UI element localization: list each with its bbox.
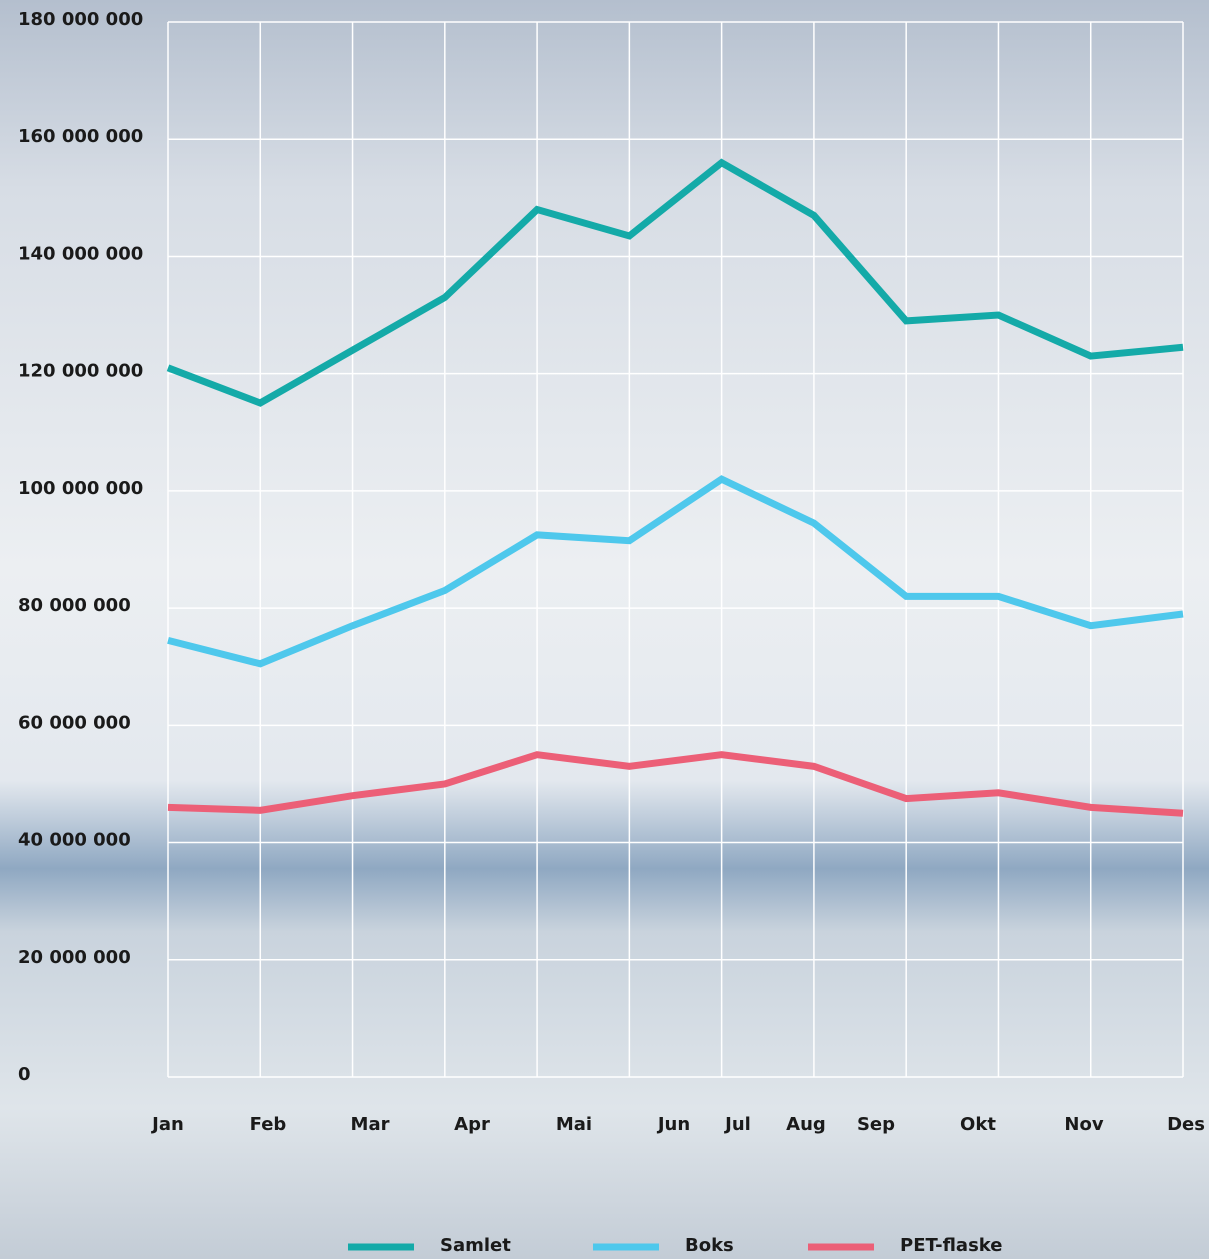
x-tick-label: Okt (960, 1114, 996, 1135)
y-tick-label: 60 000 000 (18, 712, 131, 733)
y-tick-label: 120 000 000 (18, 361, 143, 382)
series-line (168, 479, 1183, 664)
x-tick-label: Jul (723, 1114, 751, 1135)
x-tick-label: Sep (857, 1114, 895, 1135)
x-tick-label: Aug (786, 1114, 826, 1135)
y-tick-label: 160 000 000 (18, 126, 143, 147)
legend-label: Samlet (440, 1235, 511, 1256)
x-tick-label: Jun (656, 1114, 690, 1135)
chart: Jan Feb Mar Apr Mai Jun Jul Aug Sep Okt Nov Des 0 20 … (0, 0, 1209, 1259)
y-tick-label: 0 (18, 1064, 31, 1085)
x-tick-label: Jan (150, 1114, 184, 1135)
legend-label: PET-flaske (900, 1235, 1003, 1256)
series-line (168, 163, 1183, 403)
y-tick-label: 100 000 000 (18, 478, 143, 499)
x-tick-label: Des (1167, 1114, 1205, 1135)
y-tick-label: 180 000 000 (18, 9, 143, 30)
y-tick-label: 140 000 000 (18, 243, 143, 264)
x-tick-label: Mar (351, 1114, 390, 1135)
x-tick-label: Nov (1064, 1114, 1103, 1135)
x-tick-label: Feb (250, 1114, 287, 1135)
legend-label: Boks (685, 1235, 734, 1256)
page: Jan Feb Mar Apr Mai Jun Jul Aug Sep Okt Nov Des 0 20 … (0, 0, 1209, 1259)
x-tick-label: Mai (556, 1114, 592, 1135)
x-tick-label: Apr (454, 1114, 490, 1135)
y-tick-label: 40 000 000 (18, 830, 131, 851)
y-tick-label: 20 000 000 (18, 947, 131, 968)
series-line (168, 755, 1183, 814)
y-tick-label: 80 000 000 (18, 595, 131, 616)
